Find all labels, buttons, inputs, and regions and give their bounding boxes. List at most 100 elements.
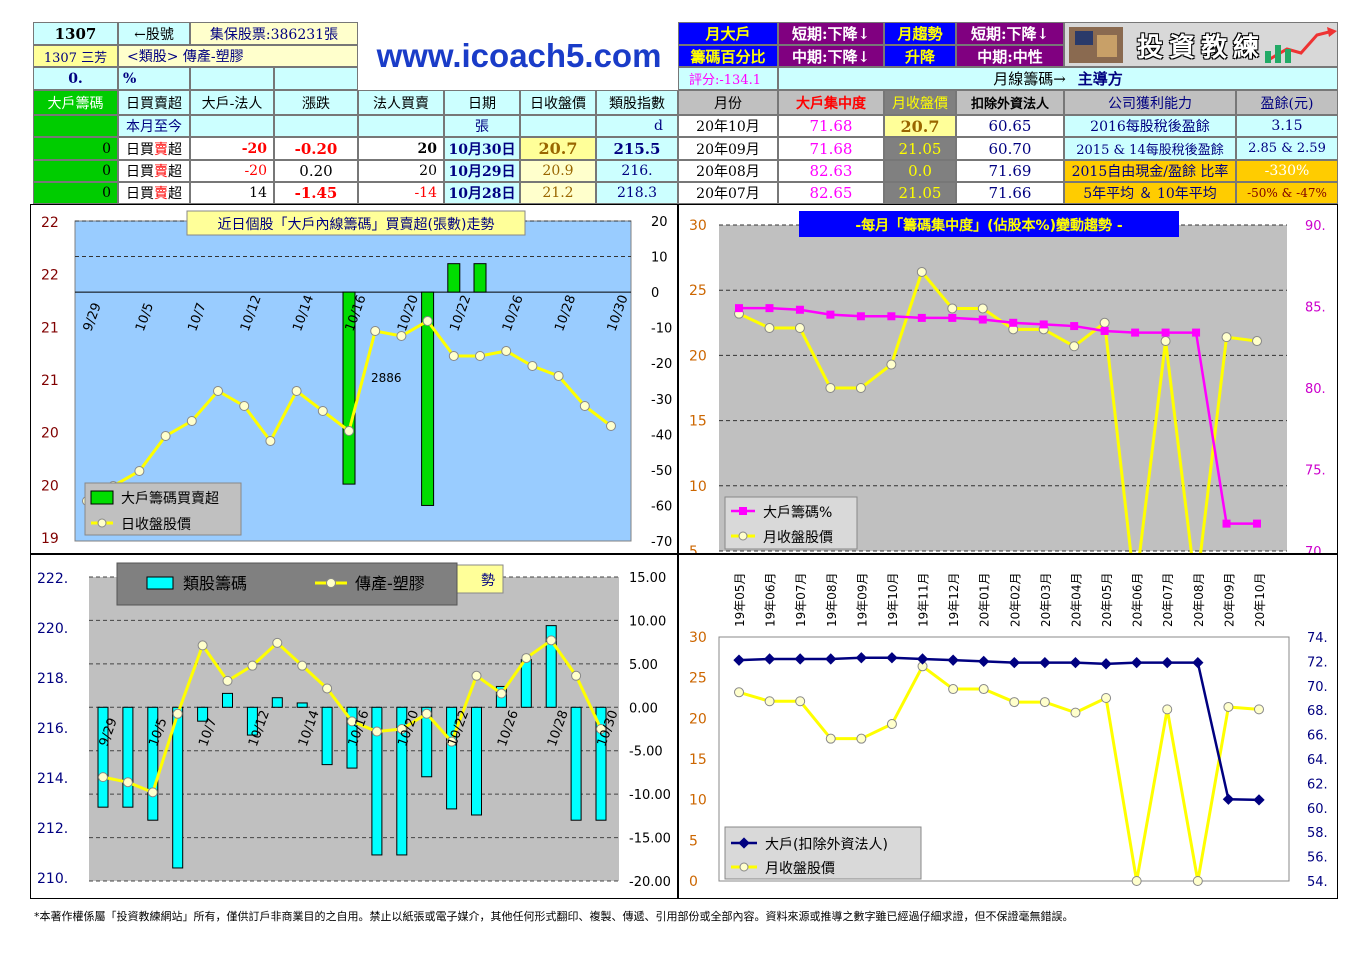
bar <box>342 291 356 485</box>
row-index: 218.3 <box>596 182 678 204</box>
chart-panel-4: 30 25 20 15 10 5 0 74. 72. 70. 68. 66. 64. 62. 60. 58. 5… <box>678 554 1338 899</box>
col-header-concentration: 大戶集中度 <box>778 90 884 115</box>
price-point <box>527 361 538 371</box>
left-tick-label: 5 <box>689 833 698 849</box>
row-label-b: 賣 <box>154 164 168 180</box>
concentration-point <box>917 313 926 322</box>
bar <box>396 706 408 856</box>
bar <box>172 706 184 869</box>
concentration-point <box>1222 519 1231 528</box>
index-point <box>172 708 183 719</box>
price-point <box>947 303 958 314</box>
row-index: 216. <box>596 160 678 182</box>
price-point <box>553 371 564 381</box>
price-point <box>825 383 836 393</box>
index-point <box>571 670 582 681</box>
legend-swatch-bars <box>146 576 174 590</box>
stock-code: 1307 <box>33 22 118 45</box>
price-point <box>916 266 927 277</box>
row-inst: 20 <box>358 137 444 160</box>
row-month: 20年08月 <box>678 160 778 182</box>
left-tick-label: 20 <box>689 711 707 727</box>
price-point <box>856 733 867 744</box>
right-tick-label: 10 <box>651 251 668 266</box>
legend-label-bars: 大戶籌碼買賣超 <box>121 491 219 507</box>
bar <box>346 706 358 769</box>
row-big-minus-inst: -20 <box>190 160 274 182</box>
chart-title-box <box>186 210 526 236</box>
price-point <box>1009 697 1020 708</box>
right-tick-label: 64. <box>1307 753 1328 768</box>
price-point <box>1162 704 1173 715</box>
row-ex-foreign: 71.66 <box>956 182 1064 204</box>
row-concentration: 82.65 <box>778 182 884 204</box>
bar <box>595 706 607 821</box>
index-point <box>247 660 258 671</box>
right-tick-label: 70. <box>1305 545 1326 553</box>
concentration-point <box>765 304 774 313</box>
legend-label-price: 月收盤股價 <box>765 860 835 877</box>
bar <box>122 706 134 808</box>
price-point <box>825 733 836 744</box>
index-point <box>347 716 357 727</box>
row-eps: -50% & -47% <box>1236 182 1338 204</box>
price-point <box>370 326 381 336</box>
right-tick-label: -60 <box>651 499 672 514</box>
row-date: 10月29日 <box>444 160 520 182</box>
left-tick-label: 20 <box>41 478 59 494</box>
row-date: 10月30日 <box>444 137 520 160</box>
right-tick-label: 70. <box>1307 680 1328 695</box>
col-header-daily: 日買賣超 <box>118 90 190 115</box>
right-tick-label: 20 <box>651 215 668 230</box>
legend-label-bars: 類股籌碼 <box>183 574 247 593</box>
price-point <box>1069 341 1080 352</box>
price-point <box>948 684 959 695</box>
blank-cell-b <box>274 67 358 90</box>
concentration-point <box>735 304 743 313</box>
right-tick-label: 68. <box>1307 704 1328 719</box>
index-point <box>446 736 457 747</box>
row-concentration: 71.68 <box>778 137 884 160</box>
row-month-close: 21.05 <box>884 182 956 204</box>
x-tick-label: 20年10月 <box>1253 572 1267 627</box>
concentration-point <box>948 313 957 322</box>
bar <box>97 706 109 808</box>
bar <box>246 706 258 736</box>
left-tick-label: 210. <box>37 871 68 887</box>
legend-swatch-conc-marker <box>739 507 747 515</box>
chart-1: 20 10 0 -10 -20 -30 -40 -50 -60 -70 22 22 21 21 20 20 19… <box>41 210 672 550</box>
right-tick-label: 10.00 <box>629 614 666 629</box>
bar <box>447 263 461 293</box>
left-tick-label: 22 <box>41 268 59 284</box>
x-tick-label: 20年03月 <box>1039 572 1053 627</box>
bar <box>371 706 383 856</box>
row-month-close: 21.05 <box>884 137 956 160</box>
legend-label-conc: 大戶籌碼% <box>763 505 832 521</box>
bar <box>446 706 458 810</box>
index-point <box>421 708 432 719</box>
index-point <box>297 660 308 671</box>
margin-shares: 集保股票:386231張 <box>190 22 358 45</box>
right-tick-label: -20.00 <box>629 875 671 890</box>
price-point <box>422 316 433 326</box>
x-tick-label: 19年09月 <box>855 572 869 627</box>
price-point <box>317 406 328 416</box>
mid-term-trend: 中期:下降↓ <box>778 45 884 67</box>
left-tick-label: 222. <box>37 571 68 587</box>
website-link[interactable]: www.icoach5.com <box>376 37 662 74</box>
x-tick-label: 20年07月 <box>1161 572 1175 627</box>
legend-swatch-bars <box>90 490 114 505</box>
x-tick-label: 20年09月 <box>1222 572 1236 627</box>
col-header-date: 日期 <box>444 90 520 115</box>
col-header-profit: 公司獲利能力 <box>1064 90 1236 115</box>
left-tick-label: 216. <box>37 721 68 737</box>
col-header-month: 月份 <box>678 90 778 115</box>
ex-foreign-point <box>1222 793 1235 805</box>
x-tick-label: 19年06月 <box>764 572 778 627</box>
left-tick-label: 25 <box>689 671 707 687</box>
concentration-point <box>1192 328 1201 337</box>
index-point <box>496 688 507 699</box>
month-big-holder-pct-label: 籌碼百分比 <box>678 45 778 67</box>
price-point <box>855 383 866 393</box>
x-tick-label: 19年10月 <box>886 572 900 627</box>
